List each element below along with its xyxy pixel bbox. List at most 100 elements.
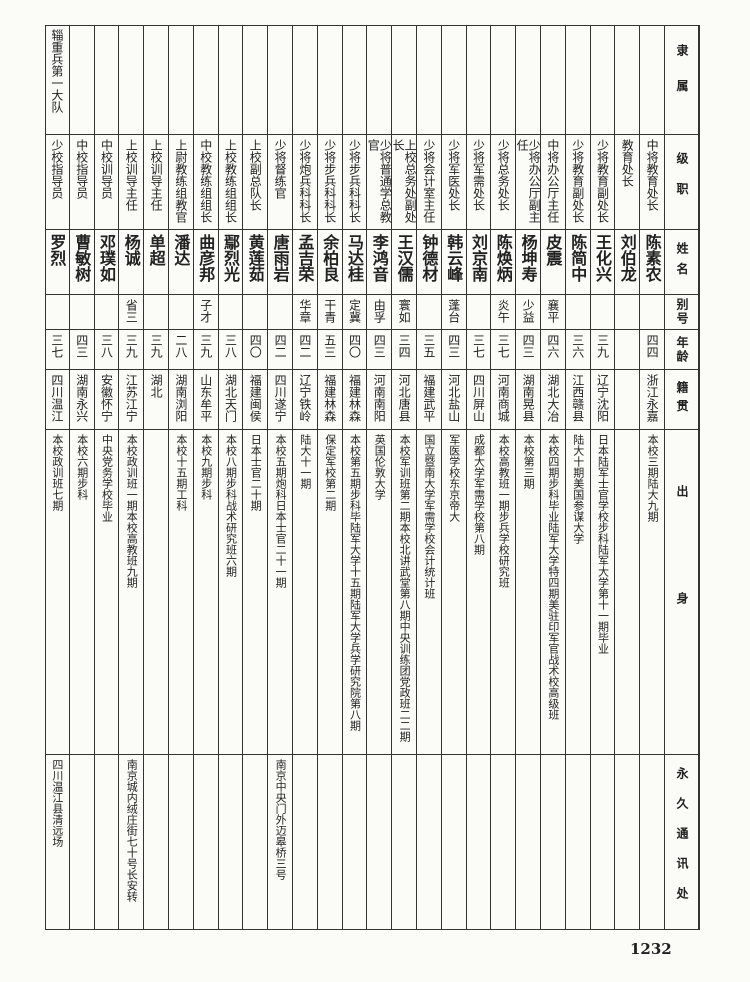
- table-cell: [441, 755, 467, 930]
- table-cell: 少将普通学总教官: [366, 135, 392, 230]
- table-cell: 由孚: [367, 295, 393, 330]
- rank-text: 上校副总队长: [248, 139, 263, 211]
- table-cell: 上校总务处副处长: [391, 135, 417, 230]
- name-text: 陈素农: [642, 234, 662, 282]
- table-cell: 上校训导主任: [144, 135, 169, 230]
- table-cell: 杨坤寿: [516, 230, 541, 295]
- table-cell: 韩云峰: [441, 230, 467, 295]
- table-cell: 上校训导主任: [119, 135, 145, 230]
- background-text: 本校三期陆大九期: [646, 434, 660, 522]
- name-text: 刘京南: [468, 234, 488, 282]
- table-cell: 中校训导员: [94, 135, 120, 230]
- table-cell: [417, 295, 442, 330]
- hometown-text: 河南南阳: [372, 374, 387, 422]
- hometown-text: 四川温江: [49, 374, 64, 422]
- hometown-text: 福建闽侯: [248, 374, 263, 422]
- table-cell: 籍贯: [665, 370, 700, 430]
- name-text: 王化兴: [592, 234, 612, 282]
- table-cell: 辽宁铁岭: [293, 370, 318, 430]
- table-cell: 二八: [169, 330, 194, 370]
- unit-text: 辎重兵第一大队: [49, 29, 64, 113]
- hometown-text: 安徽怀宁: [99, 374, 114, 422]
- table-cell: [417, 755, 442, 930]
- age-text: 三七: [496, 334, 511, 358]
- table-cell: [144, 25, 169, 135]
- age-text: 四三: [446, 334, 461, 358]
- table-cell: [169, 755, 194, 930]
- background-text: 本校第三期: [522, 434, 536, 489]
- age-text: 三八: [223, 334, 238, 358]
- table-cell: [243, 755, 269, 930]
- table-cell: 炎午: [491, 295, 517, 330]
- table-cell: 年龄: [665, 330, 700, 370]
- table-cell: 中校教练组组长: [193, 135, 219, 230]
- table-cell: 三六: [565, 330, 591, 370]
- hometown-text: 江苏江宁: [124, 374, 139, 422]
- name-text: 曹敏树: [72, 234, 92, 282]
- name-text: 钟德材: [419, 234, 439, 282]
- table-cell: 辎重兵第一大队: [45, 25, 70, 135]
- table-cell: 河南南阳: [367, 370, 393, 430]
- table-cell: 华章: [293, 295, 318, 330]
- table-cell: 陆大十期美国参谋大学: [565, 430, 591, 755]
- table-cell: [615, 755, 641, 930]
- table-cell: [615, 430, 641, 755]
- header-label: 姓名: [675, 241, 689, 283]
- table-cell: 三七: [466, 330, 492, 370]
- table-cell: 王化兴: [590, 230, 616, 295]
- table-cell: 本校政训班一期本校高教班九期: [119, 430, 145, 755]
- name-text: 刘伯龙: [617, 234, 637, 282]
- header-label: 永久通讯处: [675, 767, 689, 917]
- table-cell: 四三: [441, 330, 467, 370]
- table-cell: 江苏江宁: [119, 370, 145, 430]
- table-cell: 湖北大冶: [541, 370, 566, 430]
- table-cell: 四二: [293, 330, 318, 370]
- table-cell: 隶属: [665, 25, 700, 135]
- table-cell: 上校教练组组长: [218, 135, 244, 230]
- table-cell: 王汉儒: [392, 230, 417, 295]
- background-text: 本校军训班第二期本校北讲武堂第八期中央训练团党政班二二期: [398, 434, 412, 742]
- table-cell: [317, 25, 343, 135]
- table-cell: 陆大十一期: [293, 430, 318, 755]
- alias-text: 子才: [198, 299, 213, 323]
- table-cell: 四〇: [243, 330, 269, 370]
- background-text: 陆大十期美国参谋大学: [571, 434, 585, 544]
- age-text: 四二: [273, 334, 288, 358]
- table-cell: [590, 295, 616, 330]
- table-cell: 上校副总队长: [243, 135, 269, 230]
- background-text: 陆大十一期: [298, 434, 312, 489]
- age-text: 三九: [149, 334, 164, 358]
- age-text: 三八: [99, 334, 114, 358]
- hometown-text: 四川屏山: [471, 374, 486, 422]
- name-text: 杨诚: [121, 234, 141, 266]
- table-cell: 马达桂: [342, 230, 368, 295]
- hometown-text: 山东牟平: [198, 374, 213, 422]
- rank-text: 少将督练官: [273, 139, 288, 199]
- background-text: 本校四期步科毕业陆军大学特四期美驻印军官战术校高级班: [546, 434, 560, 720]
- table-cell: [615, 330, 641, 370]
- rank-text: 少将教育副处长: [595, 139, 610, 223]
- table-cell: 上尉教练组教官: [169, 135, 194, 230]
- age-text: 四三: [372, 334, 387, 358]
- table-cell: [615, 295, 641, 330]
- table-cell: 三七: [45, 330, 70, 370]
- table-cell: [367, 25, 393, 135]
- table-cell: 南京中央门外迈皋桥三号: [268, 755, 293, 930]
- name-text: 陈焕炳: [493, 234, 513, 282]
- table-cell: [615, 370, 641, 430]
- table-cell: [466, 755, 492, 930]
- table-cell: 福建武平: [417, 370, 442, 430]
- table-cell: 本校十五期工科: [169, 430, 194, 755]
- table-cell: [268, 25, 293, 135]
- table-cell: 黄莲茹: [243, 230, 269, 295]
- table-cell: 五三: [317, 330, 343, 370]
- alias-text: 襄平: [545, 299, 560, 323]
- table-cell: 四六: [541, 330, 566, 370]
- alias-text: 寰如: [397, 299, 412, 323]
- background-text: 本校五期炮科日本士官二十一期: [274, 434, 288, 588]
- hometown-text: 湖南永兴: [74, 374, 89, 422]
- age-text: 五三: [322, 334, 337, 358]
- table-cell: 本校第三期: [516, 430, 541, 755]
- hometown-text: 湖北大冶: [545, 374, 560, 422]
- table-cell: 教育处长: [615, 135, 641, 230]
